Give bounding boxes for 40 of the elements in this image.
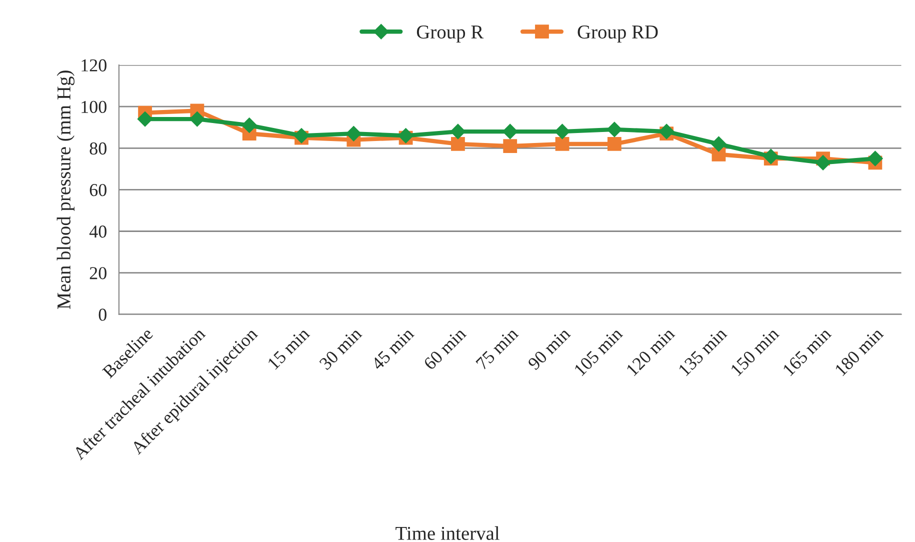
x-tick-label: 30 min	[318, 326, 362, 370]
point	[450, 124, 466, 140]
y-tick-label: 20	[90, 267, 106, 280]
point	[190, 111, 205, 127]
x-tick-label: 135 min	[678, 326, 728, 376]
legend-label: Group RD	[578, 26, 658, 43]
x-tick-label: 15 min	[267, 326, 310, 370]
point	[763, 148, 778, 164]
point	[607, 137, 622, 151]
point	[242, 118, 257, 133]
x-tick-label: 90 min	[527, 326, 572, 371]
y-tick-label: 120	[82, 59, 106, 72]
x-tick-label: 150 min	[730, 326, 780, 376]
x-tick-label: 120 min	[626, 326, 676, 376]
point	[451, 137, 465, 151]
point	[137, 111, 153, 127]
y-tick-label: 100	[82, 100, 106, 114]
point	[606, 122, 622, 138]
y-axis-title: Mean blood pressure (mm Hg)	[56, 70, 75, 310]
x-axis-title: Time interval	[396, 526, 500, 540]
point	[346, 126, 362, 142]
point	[554, 124, 570, 140]
y-tick-label: 80	[90, 142, 106, 155]
x-tick-label: 105 min	[574, 326, 624, 376]
point	[711, 136, 726, 152]
x-tick-label: 60 min	[423, 326, 467, 370]
x-tick-label: 165 min	[782, 326, 832, 376]
point	[555, 137, 570, 151]
legend-label: Group R	[416, 26, 484, 43]
point	[815, 155, 831, 170]
y-tick-label: 0	[98, 308, 106, 321]
x-tick-label: 45 min	[370, 326, 415, 371]
x-tick-label: 180 min	[834, 326, 884, 376]
point	[659, 124, 674, 140]
y-tick-label: 40	[89, 226, 106, 238]
x-tick-label: 75 min	[476, 326, 519, 370]
y-tick-label: 60	[90, 184, 106, 196]
point	[868, 150, 883, 166]
point	[503, 139, 518, 154]
point	[502, 124, 518, 140]
